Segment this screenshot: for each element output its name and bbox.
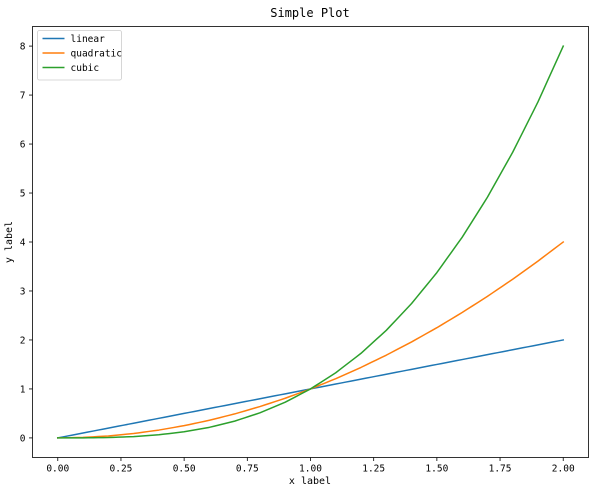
x-tick-label: 1.25: [362, 464, 385, 475]
y-tick-label: 7: [20, 91, 26, 102]
y-tick-label: 6: [20, 140, 26, 151]
x-axis: 0.00 0.25 0.50 0.75 1.00 1.25 1.50 1.75 2.00: [46, 457, 575, 475]
x-axis-label: x label: [289, 476, 331, 487]
x-tick-label: 1.75: [489, 464, 512, 475]
x-tick-label: 0.50: [173, 464, 196, 475]
x-tick-label: 1.50: [425, 464, 448, 475]
series-lines: [56, 45, 565, 439]
x-tick-label: 2.00: [552, 464, 575, 475]
y-axis-label: y label: [4, 221, 15, 263]
chart-title: Simple Plot: [270, 6, 349, 20]
y-axis: 0 1 2 3 4 5 6 7 8: [20, 42, 33, 444]
y-tick-label: 3: [20, 286, 26, 297]
y-tick-label: 8: [20, 42, 26, 53]
y-tick-label: 4: [20, 238, 26, 249]
legend-label-quadratic: quadratic: [71, 49, 122, 60]
y-tick-label: 1: [20, 384, 26, 395]
y-tick-label: 2: [20, 335, 26, 346]
plot-frame: [32, 26, 589, 458]
y-tick-label: 0: [20, 433, 26, 444]
legend-label-cubic: cubic: [71, 63, 100, 74]
x-tick-label: 1.00: [299, 464, 322, 475]
legend: linear quadratic cubic: [37, 30, 122, 81]
y-tick-label: 5: [20, 189, 26, 200]
x-tick-label: 0.00: [46, 464, 69, 475]
series-line-cubic: [57, 45, 565, 439]
x-tick-label: 0.25: [110, 464, 133, 475]
x-tick-label: 0.75: [236, 464, 259, 475]
legend-label-linear: linear: [71, 34, 106, 45]
